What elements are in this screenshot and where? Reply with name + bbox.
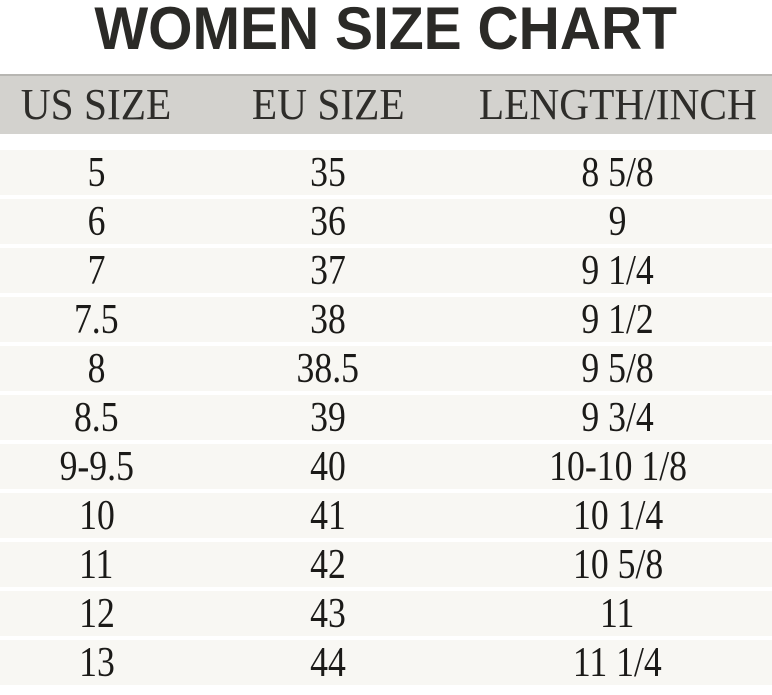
header-label-eu-size: EU SIZE xyxy=(251,80,405,129)
table-body: 5 35 8 5/8 6 36 9 7 37 9 1/4 7.5 38 9 1/2 8 38.5 9 5/8… xyxy=(0,150,772,685)
table-cell-value: 40 xyxy=(310,443,346,490)
header-label-us-size: US SIZE xyxy=(21,80,172,129)
table-cell: 40 xyxy=(193,446,463,488)
table-cell: 10 1/4 xyxy=(463,495,772,537)
table-cell: 9-9.5 xyxy=(0,446,193,488)
table-cell-value: 43 xyxy=(310,590,346,637)
table-cell-value: 44 xyxy=(310,639,346,686)
size-table: US SIZE EU SIZE LENGTH/INCH 5 35 8 5/8 6 36 9… xyxy=(0,74,772,685)
table-row: 12 43 11 xyxy=(0,591,772,636)
table-cell-value: 10 xyxy=(78,492,115,539)
table-cell: 39 xyxy=(193,397,463,439)
table-cell-value: 10 5/8 xyxy=(572,541,663,588)
table-cell-value: 10-10 1/8 xyxy=(548,443,687,490)
table-cell-value: 8 xyxy=(87,345,106,392)
table-row: 8 38.5 9 5/8 xyxy=(0,346,772,391)
table-cell-value: 8 5/8 xyxy=(581,149,654,196)
table-cell-value: 11 xyxy=(600,590,635,637)
table-row: 5 35 8 5/8 xyxy=(0,150,772,195)
table-cell: 9 3/4 xyxy=(463,397,772,439)
table-cell-value: 37 xyxy=(310,247,346,294)
table-cell: 11 xyxy=(463,593,772,635)
table-row: 8.5 39 9 3/4 xyxy=(0,395,772,440)
table-header-row: US SIZE EU SIZE LENGTH/INCH xyxy=(0,74,772,134)
header-cell-eu-size: EU SIZE xyxy=(193,83,463,127)
header-cell-length-inch: LENGTH/INCH xyxy=(463,83,772,127)
table-cell: 9 1/2 xyxy=(463,299,772,341)
table-cell: 9 5/8 xyxy=(463,348,772,390)
table-cell: 5 xyxy=(0,152,193,194)
table-cell-value: 7.5 xyxy=(74,296,119,343)
table-cell: 8 xyxy=(0,348,193,390)
table-cell: 38.5 xyxy=(193,348,463,390)
page-title: WOMEN SIZE CHART xyxy=(94,0,678,62)
table-cell: 8 5/8 xyxy=(463,152,772,194)
table-cell: 38 xyxy=(193,299,463,341)
header-label-length-inch: LENGTH/INCH xyxy=(478,80,757,129)
table-cell-value: 6 xyxy=(87,198,106,245)
table-cell: 8.5 xyxy=(0,397,193,439)
table-cell-value: 39 xyxy=(310,394,346,441)
table-row: 11 42 10 5/8 xyxy=(0,542,772,587)
table-cell-value: 38 xyxy=(310,296,346,343)
table-cell: 9 xyxy=(463,201,772,243)
table-cell: 11 xyxy=(0,544,193,586)
page-title-wrap: WOMEN SIZE CHART xyxy=(0,0,772,74)
table-row: 10 41 10 1/4 xyxy=(0,493,772,538)
table-cell-value: 11 1/4 xyxy=(573,639,663,686)
table-cell-value: 9-9.5 xyxy=(59,443,134,490)
table-cell: 43 xyxy=(193,593,463,635)
table-cell-value: 5 xyxy=(87,149,106,196)
table-cell: 10-10 1/8 xyxy=(463,446,772,488)
table-row: 9-9.5 40 10-10 1/8 xyxy=(0,444,772,489)
table-cell-value: 9 5/8 xyxy=(581,345,654,392)
table-cell: 9 1/4 xyxy=(463,250,772,292)
table-cell: 36 xyxy=(193,201,463,243)
table-cell: 37 xyxy=(193,250,463,292)
table-cell: 35 xyxy=(193,152,463,194)
table-cell: 7 xyxy=(0,250,193,292)
table-cell: 11 1/4 xyxy=(463,642,772,684)
table-cell: 10 5/8 xyxy=(463,544,772,586)
table-cell-value: 8.5 xyxy=(74,394,119,441)
table-cell-value: 42 xyxy=(310,541,346,588)
header-cell-us-size: US SIZE xyxy=(0,83,193,127)
table-row: 6 36 9 xyxy=(0,199,772,244)
table-cell-value: 13 xyxy=(78,639,115,686)
table-cell-value: 9 3/4 xyxy=(581,394,654,441)
table-cell: 6 xyxy=(0,201,193,243)
table-cell: 42 xyxy=(193,544,463,586)
table-cell-value: 9 1/2 xyxy=(581,296,654,343)
table-cell: 44 xyxy=(193,642,463,684)
table-cell-value: 41 xyxy=(310,492,346,539)
table-cell: 7.5 xyxy=(0,299,193,341)
table-row: 7.5 38 9 1/2 xyxy=(0,297,772,342)
table-cell: 13 xyxy=(0,642,193,684)
table-row: 13 44 11 1/4 xyxy=(0,640,772,685)
table-cell-value: 9 xyxy=(608,198,627,245)
table-cell-value: 12 xyxy=(78,590,115,637)
table-row: 7 37 9 1/4 xyxy=(0,248,772,293)
table-cell-value: 38.5 xyxy=(296,345,360,392)
table-cell-value: 11 xyxy=(79,541,114,588)
table-cell-value: 10 1/4 xyxy=(572,492,663,539)
table-cell-value: 36 xyxy=(310,198,346,245)
table-cell-value: 7 xyxy=(87,247,106,294)
table-cell: 12 xyxy=(0,593,193,635)
table-cell: 10 xyxy=(0,495,193,537)
table-cell-value: 35 xyxy=(310,149,346,196)
table-cell: 41 xyxy=(193,495,463,537)
table-cell-value: 9 1/4 xyxy=(581,247,654,294)
